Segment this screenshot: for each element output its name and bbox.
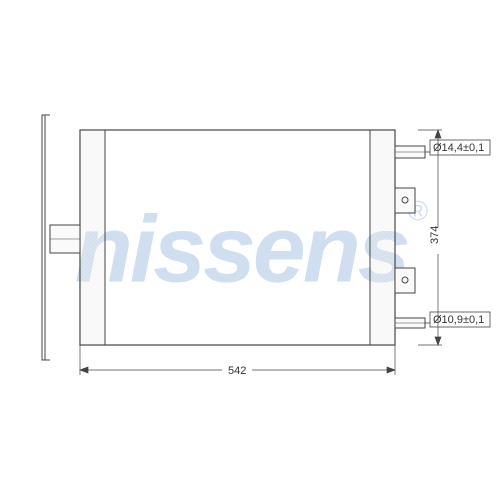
bracket-lower — [395, 268, 415, 293]
diagram-svg: Ø14,4±0,1 Ø10,9±0,1 542 — [0, 0, 500, 500]
right-header — [370, 130, 395, 345]
left-bracket — [42, 115, 50, 360]
bracket-upper — [395, 188, 415, 213]
core — [105, 130, 370, 345]
height-label: 374 — [429, 226, 441, 244]
port-bottom-label: Ø10,9±0,1 — [433, 314, 484, 326]
width-label: 542 — [228, 365, 246, 377]
main-body — [80, 130, 395, 345]
left-header — [80, 130, 105, 345]
port-top-label: Ø14,4±0,1 — [433, 142, 484, 154]
